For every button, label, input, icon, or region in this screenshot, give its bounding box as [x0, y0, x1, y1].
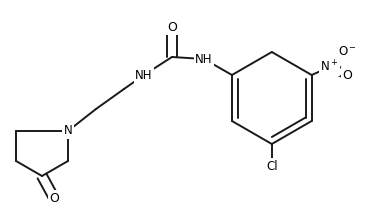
Text: NH: NH: [195, 52, 213, 65]
Text: O: O: [343, 68, 353, 82]
Text: Cl: Cl: [266, 159, 278, 172]
Text: O$^-$: O$^-$: [338, 45, 357, 58]
Text: N$^+$: N$^+$: [321, 59, 339, 75]
Text: O: O: [49, 192, 59, 205]
Text: N: N: [64, 125, 72, 138]
Text: NH: NH: [135, 68, 153, 82]
Text: O: O: [167, 21, 177, 34]
